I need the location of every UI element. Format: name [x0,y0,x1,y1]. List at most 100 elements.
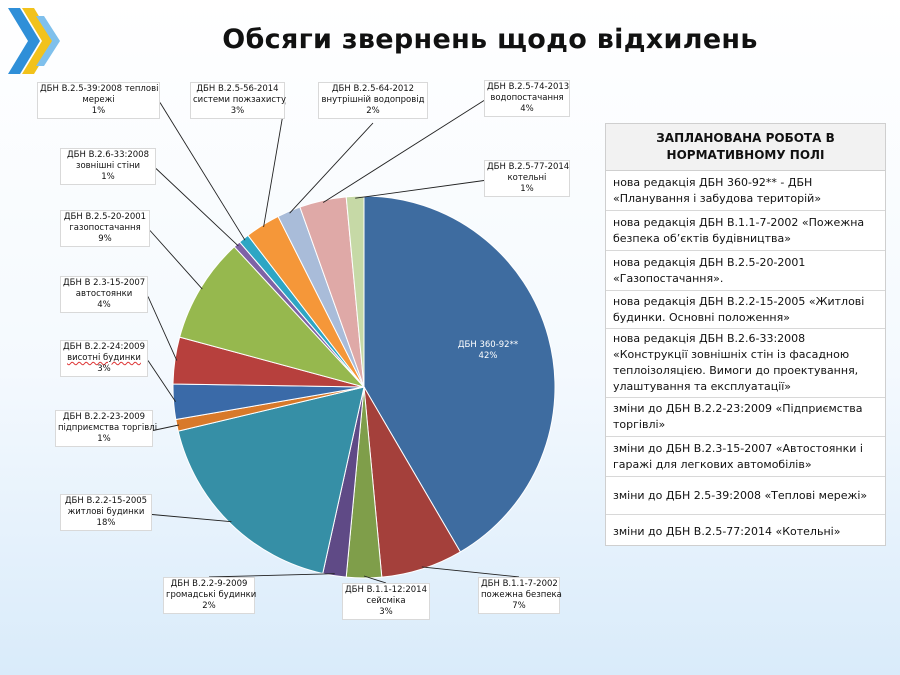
pie-label-line: 42% [478,351,498,361]
leader-line-11 [263,102,286,227]
pie-label-line: ДБН В.2.5-20-2001 [63,212,147,222]
pie-label-line: 3% [230,106,245,116]
panel-item: нова редакція ДБН В.2.2-15-2005 «Житлові… [606,291,885,329]
leader-line-14 [355,180,485,199]
pie-label-4: ДБН В.2.2-15-2005 житлові будинки 18% [60,494,152,531]
pie-label-line: ДБН В.2.2-24:2009 [63,342,145,352]
pie-label-line: сейсміка [366,596,406,606]
pie-label-10: ДБН В.2.5-39:2008 теплові мережі 1% [37,82,160,119]
pie-slice-0 [363,195,556,553]
pie-label-line: 2% [366,106,380,116]
pie-label-line: 9% [98,234,112,244]
planned-work-panel: ЗАПЛАНОВАНА РОБОТА В НОРМАТИВНОМУ ПОЛІ н… [605,123,886,546]
panel-item: нова редакція ДБН В.2.6-33:2008 «Констру… [606,329,885,398]
panel-item: нова редакція ДБН В.1.1-7-2002 «Пожежна … [606,211,885,251]
panel-item-text: нова редакція ДБН В.2.2-15-2005 «Житлові… [613,294,865,324]
pie-label-line: 1% [101,172,115,182]
logo-chevron-yellow [22,8,54,74]
pie-label-line: водопостачання [490,93,564,103]
pie-label-line: автостоянки [75,289,133,299]
pie-slice-8 [179,246,366,388]
pie-label-line: житлові будинки [67,507,145,517]
panel-item-text: нова редакція ДБН 360-92** - ДБН «Планув… [613,175,822,205]
leader-line-1 [421,566,520,578]
pie-slices [172,195,556,579]
leader-line-10 [159,102,246,241]
leader-line-9 [155,168,239,247]
pie-label-5: ДБН В.2.2-23-2009 підприємства торгівлі 1% [55,410,158,447]
pie-label-line: зовнішні стіни [75,161,141,171]
logo-chevron-light [36,16,60,66]
leader-line-13 [322,100,485,203]
panel-list: нова редакція ДБН 360-92** - ДБН «Планув… [606,171,885,548]
pie-label-2: ДБН В.1.1-12:2014 сейсміка 3% [342,583,430,620]
leader-lines [147,100,520,584]
panel-item: зміни до ДБН 2.5-39:2008 «Теплові мережі… [606,477,885,515]
pie-label-7: ДБН В 2.3-15-2007 автостоянки 4% [60,276,148,313]
pie-label-line: ДБН В.2.5-77-2014 [487,162,570,172]
panel-item-text: зміни до ДБН 2.5-39:2008 «Теплові мережі… [613,488,868,502]
pie-label-line: ДБН В.2.5-74-2013 [487,82,570,92]
pie-label-14: ДБН В.2.5-77-2014 котельні 1% [484,160,570,197]
panel-item-text: нова редакція ДБН В.1.1-7-2002 «Пожежна … [613,215,865,245]
pie-label-line: 7% [512,601,526,611]
pie-label-13: ДБН В.2.5-74-2013 водопостачання 4% [484,80,570,117]
pie-label-line: ДБН В.2.2-15-2005 [64,496,148,506]
pie-label-line: висотні будинки [67,353,141,363]
pie-label-8: ДБН В.2.5-20-2001 газопостачання 9% [60,210,150,247]
pie-label-11: ДБН В.2.5-56-2014 системи пожзахисту 3% [190,82,287,119]
pie-label-line: ДБН В.2.2-23-2009 [62,412,146,422]
leader-line-7 [147,296,178,361]
pie-slice-4 [177,386,365,575]
pie-label-12: ДБН В.2.5-64-2012 внутрішній водопровід 2% [318,82,428,119]
pie-label-1: ДБН В.1.1-7-2002 пожежна безпека 7% [478,577,562,614]
pie-label-6: ДБН В.2.2-24:2009 висотні будинки 3% [60,340,148,377]
panel-item-text: зміни до ДБН В.2.3-15-2007 «Автостоянки … [613,441,863,471]
pie-label-line: пожежна безпека [481,590,562,600]
pie-label-line: газопостачання [69,223,141,233]
panel-item: зміни до ДБН В.2.3-15-2007 «Автостоянки … [606,437,885,477]
pie-label-line: ДБН В 2.3-15-2007 [63,278,146,288]
panel-item-text: зміни до ДБН В.2.5-77:2014 «Котельні» [613,524,841,538]
panel-heading: ЗАПЛАНОВАНА РОБОТА В НОРМАТИВНОМУ ПОЛІ [606,124,885,171]
pie-label-line: підприємства торгівлі [58,423,158,433]
logo-chevrons-icon [8,8,60,74]
leader-line-4 [151,514,232,523]
logo-chevron-blue [8,8,40,74]
pie-label-line: ДБН В.1.1-12:2014 [345,585,427,595]
pie-label-line: 4% [520,104,534,114]
leader-line-5 [152,424,179,431]
pie-label-line: ДБН В.2.5-56-2014 [196,84,279,94]
pie-label-line: системи пожзахисту [193,95,287,105]
pie-label-0: ДБН 360-92** 42% [452,339,524,363]
pie-label-line: 2% [202,601,216,611]
pie-slice-14 [345,195,365,388]
leader-line-8 [149,230,203,290]
panel-item: нова редакція ДБН В.2.5-20-2001 «Газопос… [606,251,885,291]
leader-line-12 [289,122,374,214]
pie-label-line: 3% [97,364,111,374]
pie-label-3: ДБН В.2.2-9-2009 громадські будинки 2% [163,577,257,614]
panel-item: зміни до ДБН В.2.5-77:2014 «Котельні» [606,515,885,548]
panel-item-text: нова редакція ДБН В.2.5-20-2001 «Газопос… [613,255,806,285]
pie-label-line: 18% [96,518,116,528]
panel-item: зміни до ДБН В.2.2-23:2009 «Підприємства… [606,398,885,437]
pie-label-line: ДБН В.1.1-7-2002 [481,579,558,589]
leader-line-3 [208,573,335,578]
pie-label-line: ДБН В.2.6-33:2008 [67,150,149,160]
pie-label-9: ДБН В.2.6-33:2008 зовнішні стіни 1% [60,148,156,185]
panel-item: нова редакція ДБН 360-92** - ДБН «Планув… [606,171,885,211]
pie-label-line: 1% [520,184,534,194]
pie-label-line: 1% [97,434,111,444]
pie-label-line: 4% [97,300,111,310]
pie-label-line: громадські будинки [166,590,257,600]
pie-label-line: котельні [507,173,547,183]
leader-line-2 [363,575,387,584]
pie-label-line: 1% [91,106,106,116]
pie-label-line: ДБН В.2.5-64-2012 [331,84,415,94]
pie-label-line: внутрішній водопровід [321,95,425,105]
pie-label-line: ДБН В.2.2-9-2009 [170,579,248,589]
pie-label-line: 3% [379,607,393,617]
pie-label-line: мережі [82,95,115,105]
